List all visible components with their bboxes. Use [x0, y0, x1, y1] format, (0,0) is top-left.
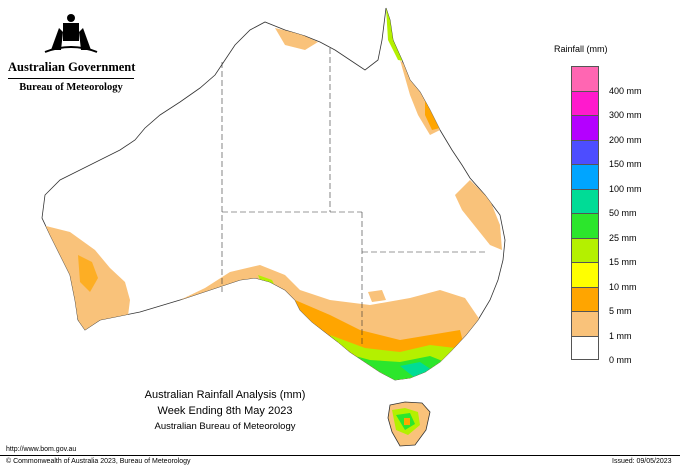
footer-url[interactable]: http://www.bom.gov.au [6, 446, 77, 453]
legend-label: 100 mm [609, 183, 642, 194]
legend-label: 5 mm [609, 306, 632, 316]
legend-label: 150 mm [609, 159, 642, 169]
legend-label: 400 mm [609, 85, 642, 96]
legend-swatch [571, 311, 599, 336]
map-period: Week Ending 8th May 2023 [157, 405, 293, 417]
legend-swatch [571, 90, 599, 115]
legend-swatch [571, 262, 599, 287]
legend-label: 200 mm [609, 134, 642, 145]
legend-swatch [571, 164, 599, 189]
legend-label: 15 mm [609, 257, 637, 267]
legend-swatch [571, 213, 599, 238]
legend-swatch [571, 115, 599, 140]
agency-name: Bureau of Meteorology [19, 82, 123, 93]
rainfall-legend [571, 66, 599, 360]
legend-label: 1 mm [609, 330, 632, 341]
legend-swatch [571, 335, 599, 360]
legend-label: 50 mm [609, 208, 637, 218]
government-name: Australian Government [8, 60, 136, 74]
legend-swatch [571, 66, 599, 91]
legend-swatch [571, 188, 599, 213]
legend-swatch [571, 237, 599, 262]
legend-title: Rainfall (mm) [554, 44, 608, 54]
coat-of-arms-icon [44, 14, 98, 53]
legend-label: 300 mm [609, 110, 642, 120]
legend-swatch [571, 286, 599, 311]
branding: Australian Government Bureau of Meteorol… [8, 10, 136, 93]
map-title: Australian Rainfall Analysis (mm) [144, 389, 306, 401]
map-source: Australian Bureau of Meteorology [154, 421, 296, 432]
legend-label: 0 mm [609, 355, 632, 365]
legend-swatch [571, 139, 599, 164]
footer-issued: Issued: 09/05/2023 [612, 458, 672, 465]
footer-copyright: © Commonwealth of Australia 2023, Bureau… [6, 458, 191, 465]
legend-label: 25 mm [609, 232, 637, 243]
state-borders [221, 48, 485, 345]
legend-label: 10 mm [609, 281, 637, 292]
